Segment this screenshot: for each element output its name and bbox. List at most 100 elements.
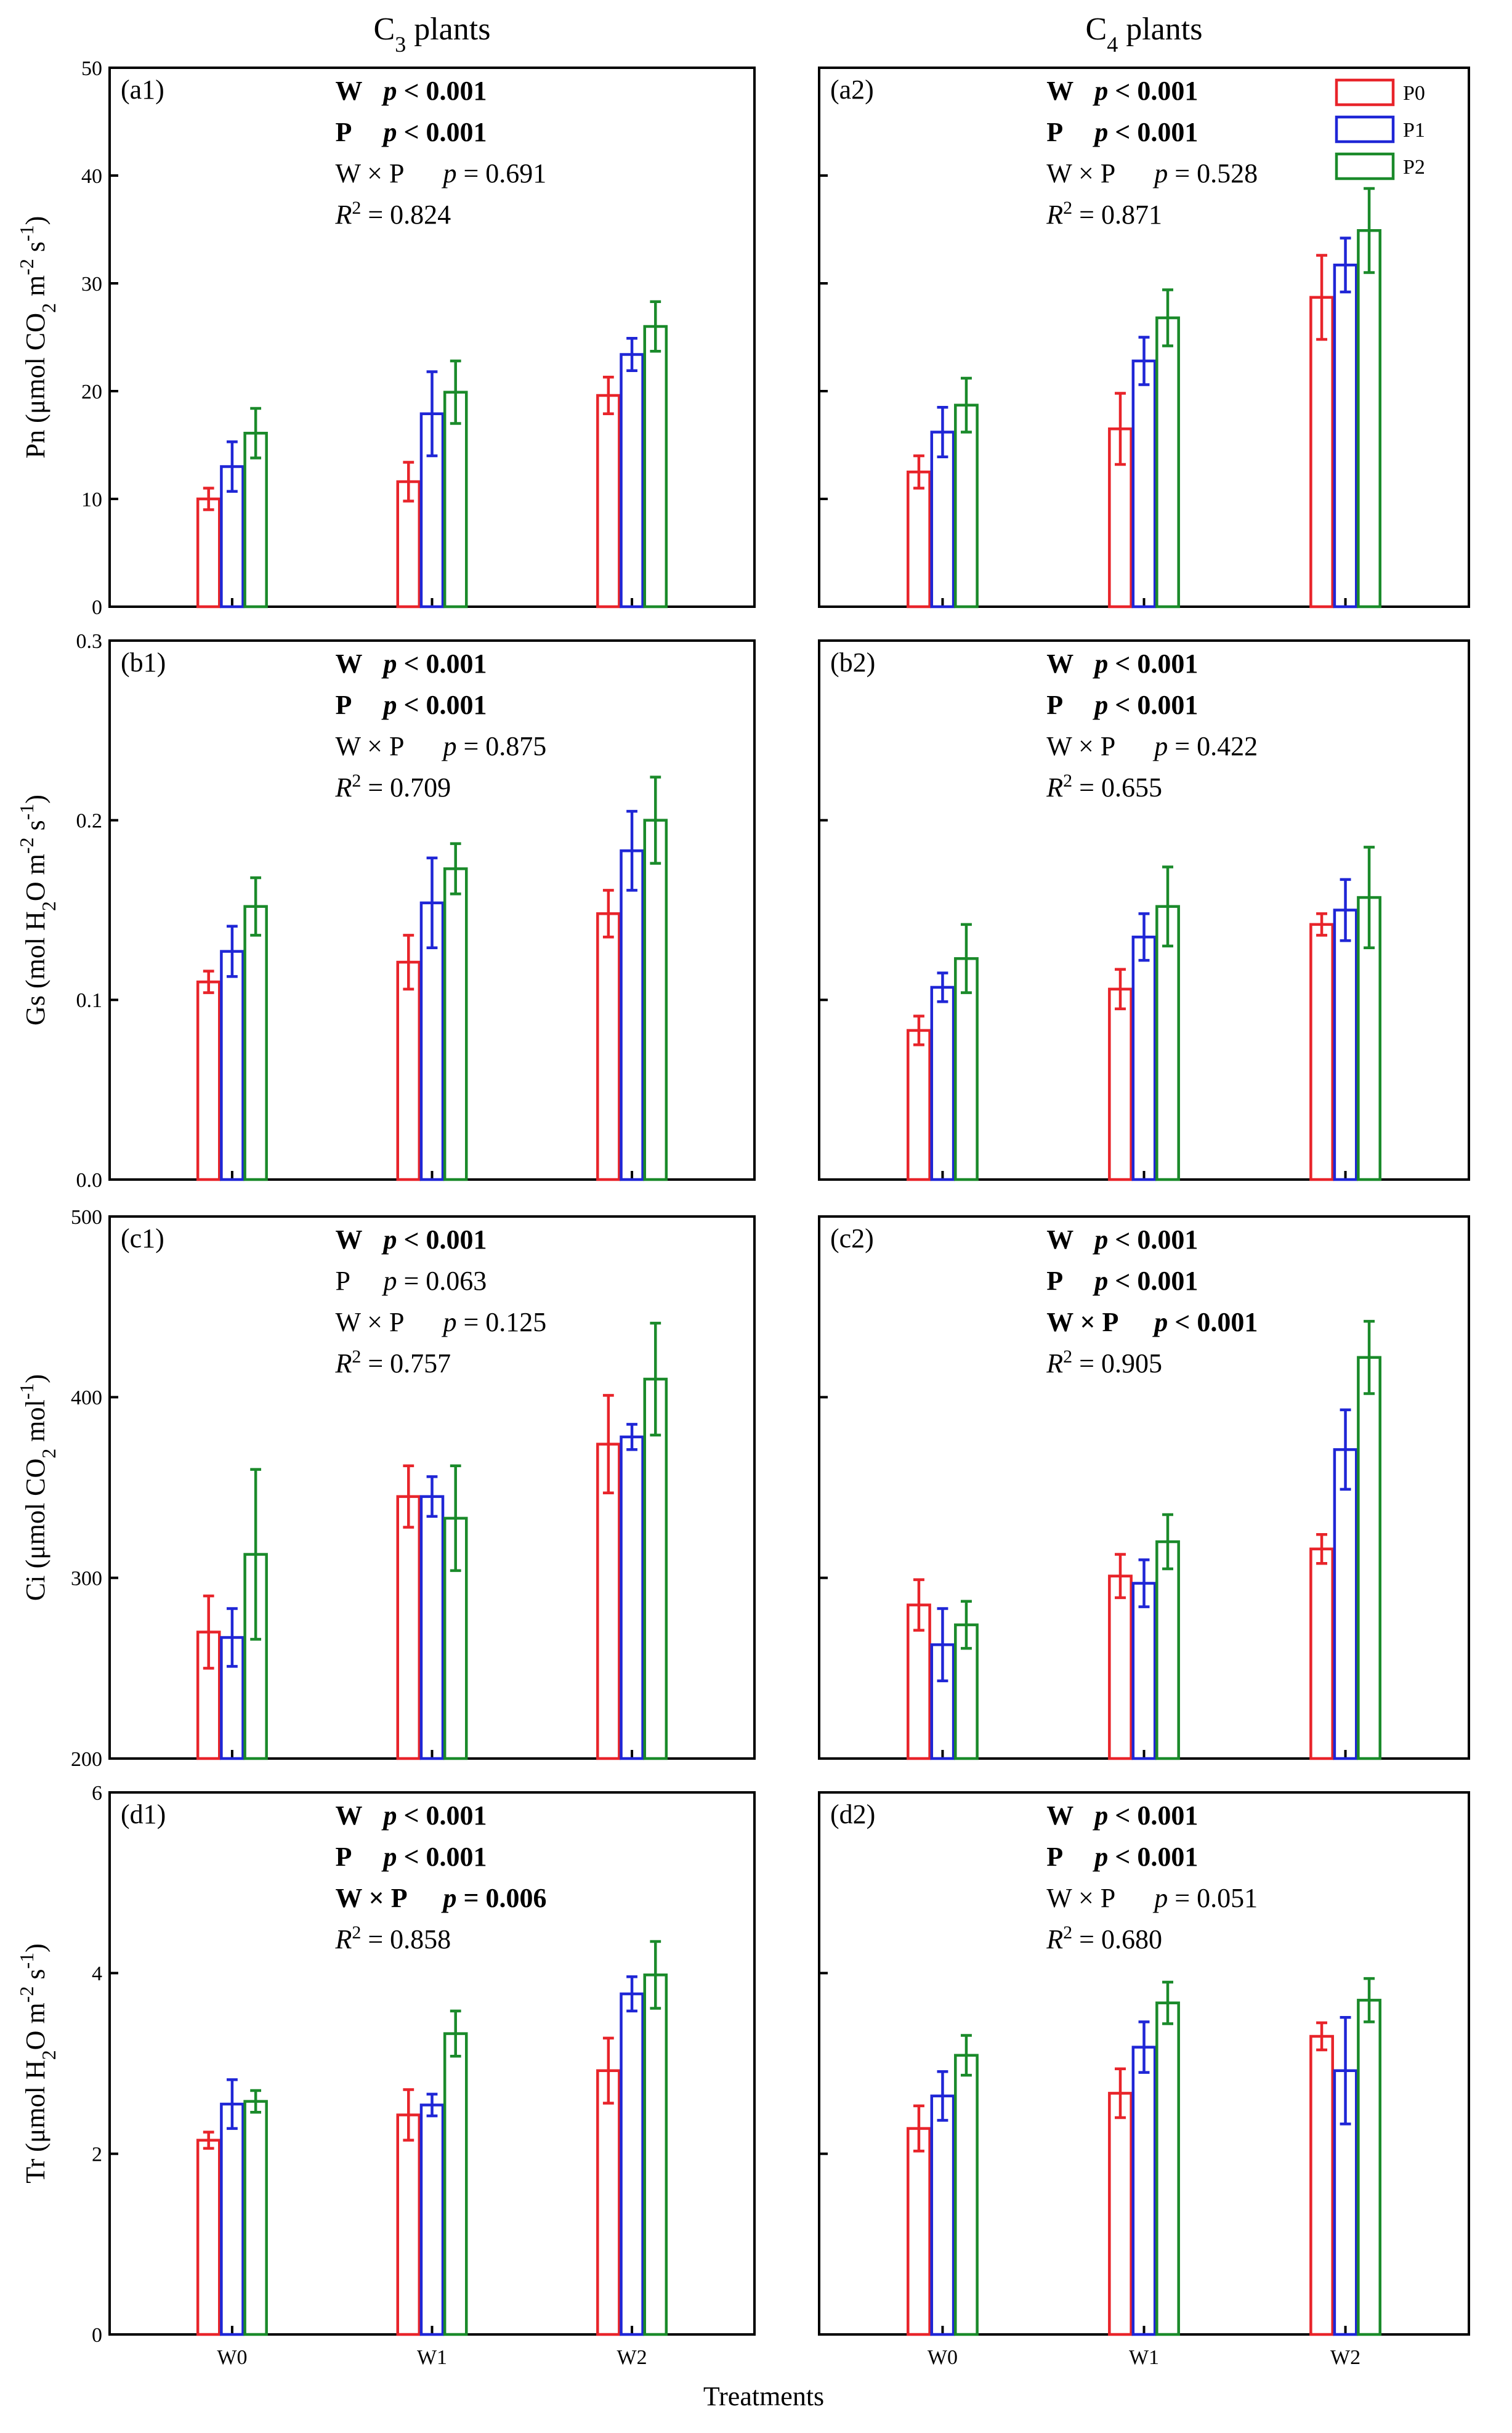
bar-P1-W2 <box>1333 264 1358 609</box>
stat-value: p < 0.001 <box>381 1842 487 1872</box>
bar-P2-W1 <box>1155 905 1180 1181</box>
y-label-part: O m <box>20 2002 51 2050</box>
bar-P0-W1 <box>1108 1574 1133 1760</box>
panel-label: (a2) <box>830 75 874 105</box>
p-value: = 0.063 <box>397 1266 487 1296</box>
y-axis-label: Ci (μmol CO2 mol-1) <box>15 1374 60 1601</box>
stat-label: W <box>335 1225 362 1255</box>
stat-value: p < 0.001 <box>1092 1800 1198 1831</box>
r-letter: R <box>334 1348 352 1378</box>
y-axis-label: Gs (mol H2O m-2 s-1) <box>15 795 60 1026</box>
bar-P2-W2 <box>1357 229 1381 609</box>
title-text: plants <box>406 12 490 47</box>
r-superscript: 2 <box>1063 198 1072 218</box>
bar-P1-W1 <box>419 1495 445 1760</box>
r-squared-annotation: R2 = 0.757 <box>334 1346 451 1379</box>
legend-label-P1: P1 <box>1403 119 1425 142</box>
p-value: < 0.001 <box>1108 1842 1198 1872</box>
r-superscript: 2 <box>352 1346 361 1367</box>
p-letter: p <box>1152 1307 1168 1337</box>
bar-P2-W0 <box>954 403 979 609</box>
stat-value: p = 0.051 <box>1152 1883 1258 1913</box>
p-letter: p <box>441 731 456 761</box>
y-tick-label: 30 <box>81 273 102 296</box>
stat-value: p < 0.001 <box>381 649 487 679</box>
p-value: < 0.001 <box>1108 1225 1198 1255</box>
y-tick-label: 0.0 <box>76 1169 103 1192</box>
bar-P2-W1 <box>1155 316 1180 609</box>
x-axis-title: Treatments <box>703 2381 824 2411</box>
r-squared-annotation: R2 = 0.824 <box>334 198 451 230</box>
p-value: < 0.001 <box>397 649 487 679</box>
stat-label: W <box>1046 76 1073 106</box>
p-letter: p <box>1152 158 1168 188</box>
bar-P2-W2 <box>1357 1999 1381 2336</box>
p-value: < 0.001 <box>1108 76 1198 106</box>
plot-frame <box>108 67 756 608</box>
bar-P2-W2 <box>643 325 668 609</box>
y-label-part: s <box>20 241 51 259</box>
p-value: < 0.001 <box>397 117 487 147</box>
p-letter: p <box>1092 649 1108 679</box>
bar-P2-W0 <box>243 905 268 1181</box>
x-tick-label: W0 <box>217 2346 247 2369</box>
r-letter: R <box>1046 1924 1063 1954</box>
bar-P0-W2 <box>596 2069 621 2336</box>
r-squared-value: = 0.655 <box>1072 772 1162 803</box>
p-letter: p <box>441 1307 456 1337</box>
p-value: = 0.006 <box>456 1883 546 1913</box>
r-superscript: 2 <box>1063 1922 1072 1943</box>
legend-swatch-P1 <box>1335 115 1395 144</box>
stat-value: p < 0.001 <box>1092 117 1198 147</box>
p-letter: p <box>1092 1842 1108 1872</box>
panel-label: (a1) <box>121 75 164 105</box>
x-tick-label: W0 <box>928 2346 958 2369</box>
stat-label: W <box>335 649 362 679</box>
y-tick-label: 0 <box>92 596 102 619</box>
bar-P0-W2 <box>596 912 621 1181</box>
y-label-part: Gs (mol H <box>20 911 51 1026</box>
p-value: < 0.001 <box>1168 1307 1258 1337</box>
p-value: = 0.422 <box>1168 731 1258 761</box>
bar-P0-W1 <box>396 960 421 1181</box>
r-letter: R <box>1046 200 1063 230</box>
bar-P1-W0 <box>930 2094 955 2336</box>
r-squared-value: = 0.757 <box>361 1348 451 1378</box>
y-axis-label: Pn (μmol CO2 m-2 s-1) <box>15 216 60 459</box>
stat-label: W × P <box>335 158 404 188</box>
column-title-1: C3 plants <box>374 12 491 57</box>
r-letter: R <box>334 1924 352 1954</box>
p-value: < 0.001 <box>397 1842 487 1872</box>
bar-P2-W1 <box>443 2032 468 2336</box>
bar-P0-W0 <box>907 471 931 609</box>
y-label-part: -2 <box>15 1986 38 2003</box>
r-squared-annotation: R2 = 0.655 <box>1046 771 1162 803</box>
y-tick-label: 20 <box>81 381 102 403</box>
p-letter: p <box>381 649 397 679</box>
panel-label: (d1) <box>121 1799 166 1829</box>
stat-value: p < 0.001 <box>1092 690 1198 720</box>
bar-P0-W1 <box>1108 987 1133 1181</box>
stat-label: W <box>1046 1225 1073 1255</box>
y-tick-label: 0.3 <box>76 630 103 653</box>
y-tick-label: 300 <box>71 1568 102 1590</box>
p-letter: p <box>1092 1800 1108 1831</box>
stat-value: p = 0.422 <box>1152 731 1258 761</box>
bar-P0-W2 <box>1309 923 1334 1181</box>
p-value: < 0.001 <box>397 1225 487 1255</box>
stat-label: W × P <box>1046 1307 1118 1337</box>
y-tick-label: 400 <box>71 1387 102 1409</box>
bar-P1-W2 <box>620 353 644 609</box>
r-squared-annotation: R2 = 0.680 <box>1046 1922 1162 1955</box>
stat-value: p = 0.528 <box>1152 158 1258 188</box>
bar-P2-W2 <box>643 819 668 1181</box>
y-label-part: ) <box>20 795 51 804</box>
bar-P2-W0 <box>954 2054 979 2336</box>
r-squared-value: = 0.905 <box>1072 1348 1162 1378</box>
